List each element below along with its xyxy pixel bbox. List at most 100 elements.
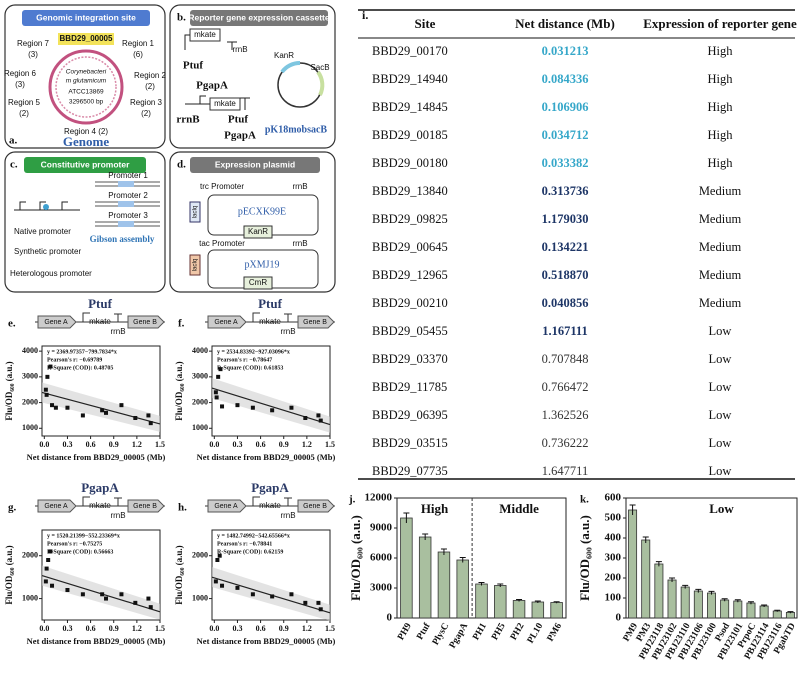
y-tick-label: 0 <box>616 612 622 624</box>
point <box>214 395 219 400</box>
table-cell: Medium <box>699 296 742 310</box>
bar <box>772 610 782 619</box>
table-cell: BBD29_13840 <box>372 184 448 198</box>
promoter-part <box>118 221 134 227</box>
panel-frame <box>169 151 336 293</box>
y-axis-label: Flu/OD₆₀₀ (a.u.) <box>174 361 184 420</box>
diagram-text: PgapA <box>224 130 256 142</box>
y-axis-label: Flu/OD₆₀₀ (a.u.) <box>4 545 14 604</box>
diagram-text: KanR <box>248 227 268 236</box>
fit-annotation: R-Square (COD): 0.61853 <box>217 364 283 371</box>
diagram-text: Region 3 <box>130 98 163 107</box>
diagram-text: Region 1 <box>122 39 155 48</box>
genome-circle <box>48 49 124 125</box>
x-tick-label: 0.3 <box>62 624 72 633</box>
table-header: Net distance (Mb) <box>515 16 615 31</box>
table-cell: 1.362526 <box>542 408 589 422</box>
diagram-text: KanR <box>274 51 294 60</box>
x-tick-label: 0.9 <box>279 624 289 633</box>
fit-annotation: Pearson's r: −0.69789 <box>47 357 102 363</box>
point <box>303 600 308 605</box>
x-tick-label: 0.9 <box>109 624 119 633</box>
construct-label: Gene A <box>44 503 68 510</box>
fit-annotation: y = 2369.97357−799.7834*x <box>47 349 117 355</box>
panel-label: f. <box>178 318 185 330</box>
table-cell: BBD29_14845 <box>372 100 448 114</box>
fit-line <box>211 387 331 426</box>
point <box>43 387 48 392</box>
error-bar <box>669 577 676 582</box>
construct-label: mkate <box>89 501 111 510</box>
diagram-text: 3296500 bp <box>69 99 104 106</box>
construct-label: Gene A <box>44 319 68 326</box>
diagram-text: Region 5 <box>8 98 41 107</box>
error-bar <box>787 611 794 614</box>
table-cell: Low <box>709 464 732 478</box>
plasmid-arc <box>316 70 325 96</box>
point <box>80 413 85 418</box>
table-cell: 0.766472 <box>542 380 589 394</box>
table-cell: BBD29_00180 <box>372 156 448 170</box>
fit-annotation: R-Square (COD): 0.56663 <box>47 548 113 555</box>
gene-arrow <box>37 499 77 513</box>
table-cell: 0.033382 <box>542 156 589 170</box>
y-tick-label: 1000 <box>192 423 208 432</box>
point <box>148 421 153 426</box>
gene-arrow <box>37 315 77 329</box>
gene-arrow <box>297 315 335 329</box>
bar <box>475 583 488 619</box>
error-bar <box>682 584 689 589</box>
point <box>100 408 105 413</box>
table-cell: BBD29_09825 <box>372 212 448 226</box>
y-tick-label: 2000 <box>192 551 208 560</box>
diagram-text: Promoter 2 <box>108 191 148 200</box>
bar <box>437 551 451 619</box>
error-bar <box>534 600 541 603</box>
x-tick-label: 1.5 <box>325 440 335 449</box>
point <box>213 390 218 395</box>
error-bar <box>761 604 768 607</box>
construct-label: mkate <box>259 501 281 510</box>
point <box>250 592 255 597</box>
diagram-text: m glutamicum <box>66 78 107 85</box>
error-bar <box>642 536 649 543</box>
y-axis-label: Flu/OD₆₀₀ (a.u.) <box>4 361 14 420</box>
diagram-text: Ptuf <box>228 114 249 126</box>
panel-label: d. <box>177 159 186 171</box>
construct-label: rrnB <box>280 511 295 520</box>
terminator <box>284 313 292 322</box>
bar <box>456 559 469 619</box>
promoter-arrow <box>82 496 90 506</box>
diagram-text: mkate <box>194 30 216 39</box>
genome-inner <box>55 56 117 118</box>
error-bar <box>774 609 781 612</box>
bar <box>550 602 563 619</box>
point <box>104 596 109 601</box>
y-tick-label: 4000 <box>192 346 208 355</box>
point <box>48 364 53 369</box>
table-header: Expression of reporter gene <box>643 16 797 31</box>
table-cell: 0.034712 <box>542 128 589 142</box>
promoter-label: Ptuf <box>88 296 113 311</box>
gene-box <box>189 201 201 223</box>
diagram-text: trc Promoter <box>200 182 244 191</box>
diagram-text: Region 2 <box>134 71 167 80</box>
point <box>43 579 48 584</box>
diagram-text: Native promoter <box>14 227 71 236</box>
construct-label: Gene B <box>133 503 157 510</box>
y-tick-label: 6000 <box>370 552 393 564</box>
gene-box <box>243 225 273 239</box>
gene-box <box>189 254 201 276</box>
point <box>220 583 225 588</box>
gene-arrow <box>127 315 165 329</box>
fit-annotation: Pearson's r: −0.75275 <box>47 541 102 547</box>
construct-label: rrnB <box>110 327 125 336</box>
point <box>316 413 321 418</box>
y-axis-label: Flu/OD₆₀₀ (a.u.) <box>174 545 184 604</box>
y-tick-label: 1000 <box>192 593 208 602</box>
promoter-part <box>118 201 134 207</box>
bar <box>641 539 651 619</box>
error-bar <box>655 561 662 567</box>
promoter-label: Ptuf <box>258 296 283 311</box>
construct-label: Gene B <box>303 503 327 510</box>
